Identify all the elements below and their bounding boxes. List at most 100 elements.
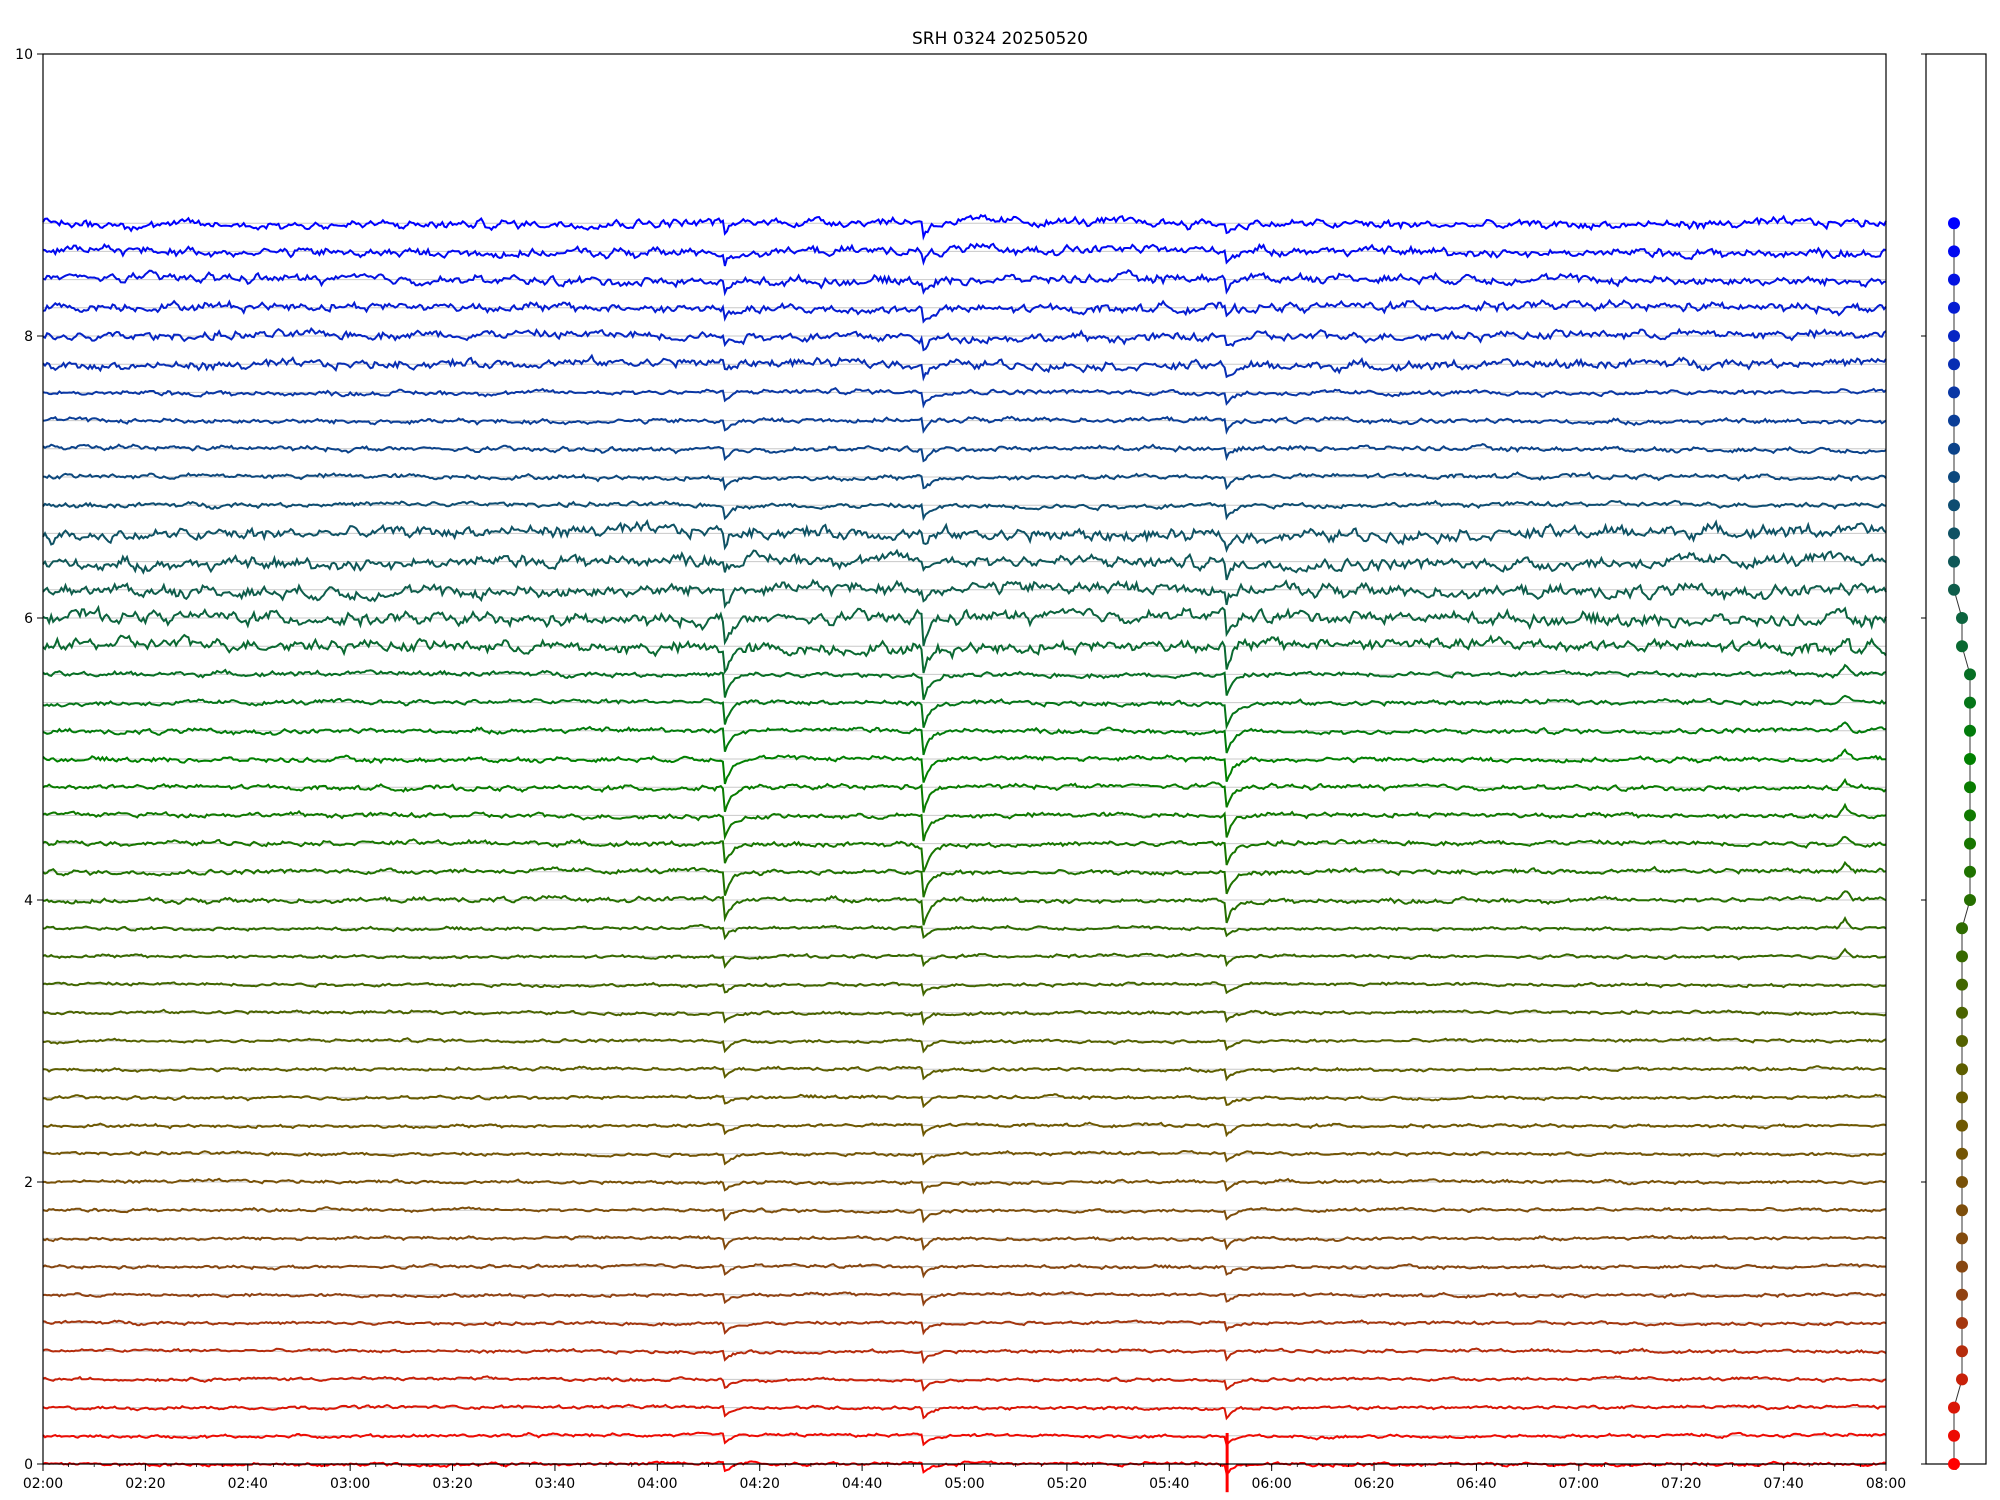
x-tick-label-7: 04:20	[740, 1476, 780, 1492]
side-point-43	[1948, 245, 1960, 258]
series-line-9	[42, 1206, 1887, 1224]
x-tick-label-15: 07:00	[1559, 1476, 1599, 1492]
series-line-11	[42, 1149, 1887, 1166]
main-plot-area: 0 2 4 6 8 10 02:00 02:20 02:40 03:00 03:20 03:40 04:…	[15, 47, 1906, 1493]
series-line-6	[42, 1291, 1887, 1307]
side-axes-frame	[1925, 53, 1987, 1465]
series-line-2	[42, 1403, 1887, 1421]
series-line-1	[42, 1431, 1887, 1447]
side-point-5	[1956, 1317, 1968, 1329]
series-line-26	[42, 721, 1887, 756]
x-tick-label-5: 03:40	[535, 1476, 575, 1492]
series-line-22	[42, 835, 1887, 873]
side-point-21	[1964, 865, 1976, 878]
side-point-23	[1964, 809, 1976, 822]
series-line-27	[42, 694, 1887, 731]
series-line-19	[42, 915, 1887, 941]
series-line-7	[42, 1262, 1887, 1279]
series-line-31	[42, 578, 1887, 609]
side-point-39	[1948, 358, 1960, 371]
y-tick-label-1: 2	[24, 1175, 33, 1191]
series-line-18	[42, 947, 1887, 969]
side-point-2	[1948, 1401, 1960, 1414]
side-point-8	[1956, 1232, 1968, 1245]
side-point-34	[1948, 499, 1960, 512]
series-line-28	[42, 663, 1887, 701]
series-line-29	[42, 633, 1887, 675]
series-line-8	[42, 1234, 1887, 1251]
side-point-22	[1964, 837, 1976, 850]
side-point-11	[1956, 1147, 1968, 1160]
series-line-43	[42, 242, 1887, 267]
side-point-24	[1964, 781, 1976, 794]
x-tick-label-9: 05:00	[944, 1476, 984, 1492]
x-tick-label-13: 06:20	[1354, 1476, 1394, 1492]
x-tick-label-16: 07:20	[1661, 1476, 1701, 1492]
x-tick-label-11: 05:40	[1149, 1476, 1189, 1492]
series-line-36	[42, 443, 1887, 463]
series-line-30	[42, 604, 1887, 647]
x-tick-label-3: 03:00	[330, 1476, 370, 1492]
series-line-39	[42, 353, 1887, 382]
y-tick-label-3: 6	[24, 611, 33, 627]
series-line-4	[42, 1347, 1887, 1365]
x-tick-label-2: 02:40	[228, 1476, 268, 1492]
side-point-0	[1948, 1458, 1960, 1470]
side-point-19	[1956, 922, 1968, 935]
side-point-18	[1956, 950, 1968, 963]
x-tick-label-17: 07:40	[1763, 1476, 1803, 1492]
series-line-17	[42, 981, 1887, 997]
series-line-40	[42, 327, 1887, 352]
side-point-4	[1956, 1345, 1968, 1358]
series-line-41	[42, 298, 1887, 324]
side-point-1	[1948, 1429, 1960, 1442]
series-line-37	[42, 415, 1887, 435]
x-tick-label-18: 08:00	[1866, 1476, 1906, 1492]
side-point-7	[1956, 1260, 1968, 1273]
y-tick-label-5: 10	[15, 47, 33, 63]
side-point-31	[1948, 583, 1960, 596]
side-point-29	[1956, 640, 1968, 653]
side-point-44	[1948, 217, 1960, 230]
series-line-23	[42, 802, 1887, 842]
series-line-33	[42, 519, 1887, 553]
side-point-41	[1948, 301, 1960, 314]
y-tick-label-0: 0	[24, 1457, 33, 1473]
series-line-20	[42, 890, 1887, 926]
side-point-42	[1948, 273, 1960, 286]
side-point-30	[1956, 612, 1968, 624]
series-line-25	[42, 748, 1886, 785]
series-line-34	[42, 499, 1887, 522]
series-line-12	[42, 1121, 1887, 1138]
chart-title: SRH 0324 20250520	[912, 29, 1088, 49]
series-line-32	[42, 548, 1887, 581]
x-tick-label-14: 06:40	[1456, 1476, 1496, 1492]
side-point-20	[1964, 894, 1976, 906]
series-line-16	[42, 1008, 1887, 1027]
side-point-32	[1948, 555, 1960, 568]
side-point-38	[1948, 386, 1960, 399]
x-tick-label-6: 04:00	[637, 1476, 677, 1492]
side-point-28	[1964, 668, 1976, 681]
y-tick-label-4: 8	[24, 329, 33, 345]
side-point-26	[1964, 724, 1976, 737]
side-point-9	[1956, 1204, 1968, 1217]
side-point-25	[1964, 753, 1976, 765]
series-line-35	[42, 471, 1887, 492]
side-point-27	[1964, 696, 1976, 709]
x-tick-label-4: 03:20	[432, 1476, 472, 1492]
y-tick-label-2: 4	[24, 893, 33, 909]
side-point-10	[1956, 1176, 1968, 1188]
side-point-15	[1956, 1035, 1968, 1047]
side-point-33	[1948, 527, 1960, 540]
series-line-24	[42, 777, 1887, 813]
x-tick-label-0: 02:00	[23, 1476, 63, 1492]
side-point-14	[1956, 1063, 1968, 1076]
x-tick-label-12: 06:00	[1251, 1476, 1291, 1492]
side-point-6	[1956, 1288, 1968, 1301]
series-line-21	[42, 860, 1887, 898]
series-line-44	[42, 213, 1887, 241]
x-tick-label-8: 04:40	[842, 1476, 882, 1492]
side-point-13	[1956, 1091, 1968, 1104]
side-point-35	[1948, 471, 1960, 483]
